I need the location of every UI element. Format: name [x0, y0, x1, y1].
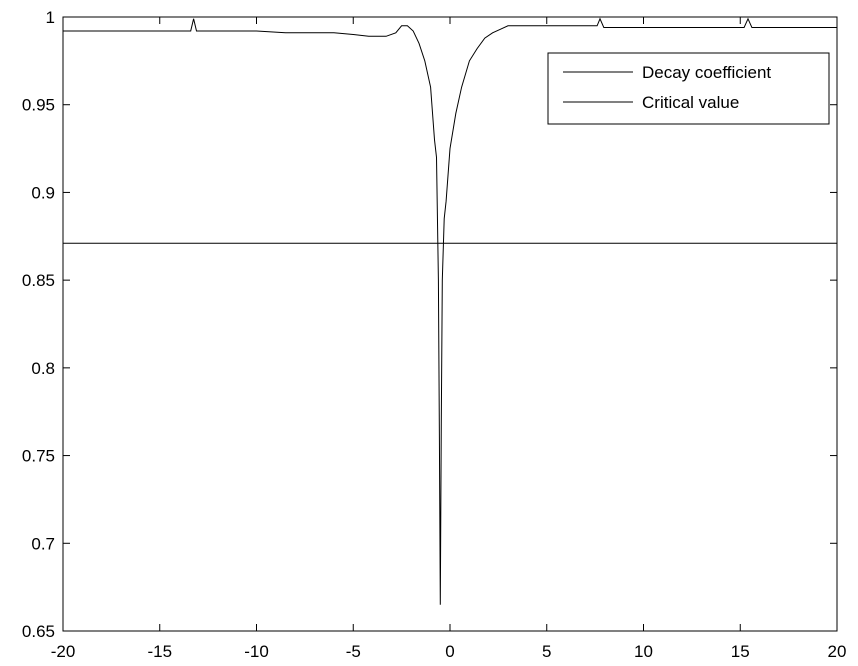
y-tick-label: 0.65	[22, 622, 55, 641]
axis-ticks: -20 -15 -10 -5 0 5 10 15 20 0.65 0.7 0.75 0.8 0.85 0.9…	[22, 8, 847, 661]
legend-label-decay: Decay coefficient	[642, 63, 771, 82]
x-tick-label: -15	[147, 642, 172, 661]
legend-label-critical: Critical value	[642, 93, 739, 112]
y-tick-label: 1	[46, 8, 55, 27]
y-tick-label: 0.9	[31, 183, 55, 202]
legend-box	[547, 52, 830, 125]
legend: Decay coefficient Critical value	[547, 52, 830, 125]
series-lines	[63, 17, 837, 605]
x-tick-label: -10	[244, 642, 269, 661]
x-tick-label: -5	[346, 642, 361, 661]
x-tick-label: 5	[542, 642, 551, 661]
y-tick-label: 0.95	[22, 96, 55, 115]
y-tick-label: 0.75	[22, 447, 55, 466]
x-tick-label: 0	[445, 642, 454, 661]
x-tick-label: -20	[51, 642, 76, 661]
x-tick-label: 20	[828, 642, 847, 661]
y-tick-label: 0.7	[31, 534, 55, 553]
x-tick-label: 15	[731, 642, 750, 661]
x-tick-label: 10	[634, 642, 653, 661]
series-line-decay-coefficient	[63, 17, 837, 605]
y-tick-label: 0.8	[31, 359, 55, 378]
y-tick-label: 0.85	[22, 271, 55, 290]
